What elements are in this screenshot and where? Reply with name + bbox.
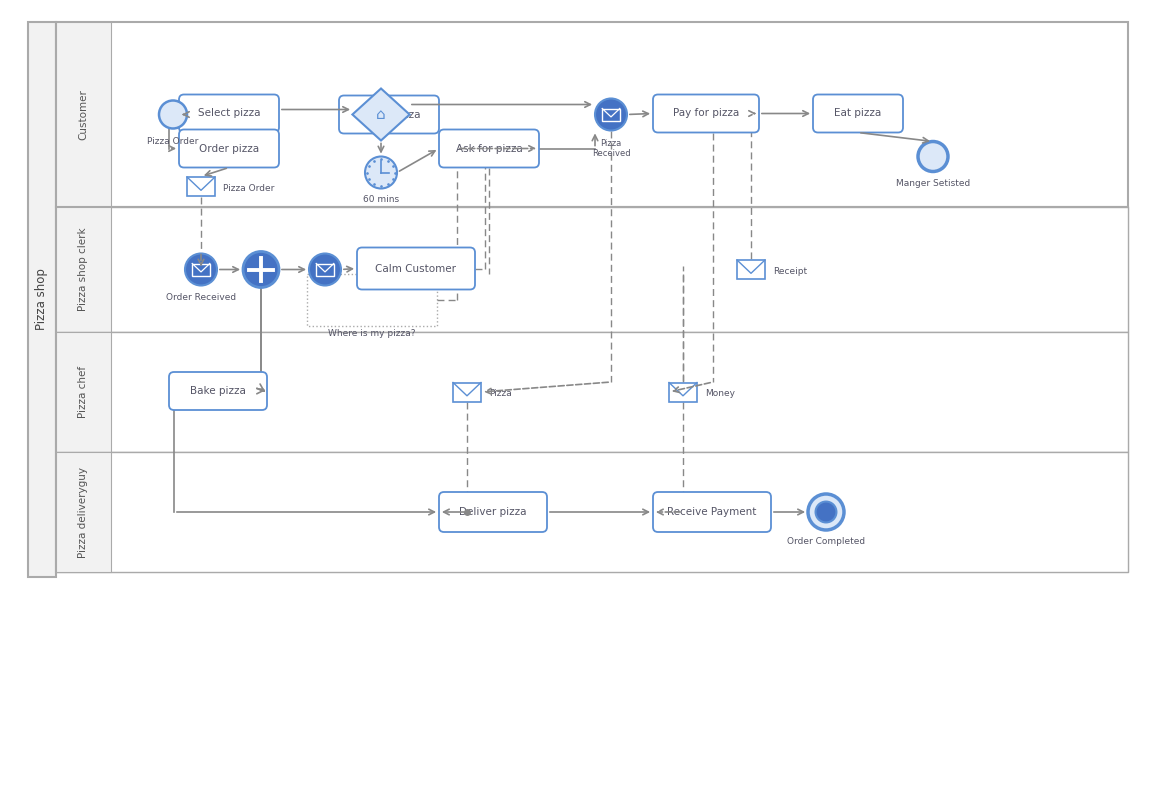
- FancyBboxPatch shape: [439, 129, 539, 168]
- Bar: [56, 332, 110, 452]
- Bar: [453, 383, 481, 402]
- Text: Order Completed: Order Completed: [787, 537, 866, 546]
- Circle shape: [365, 157, 397, 189]
- Circle shape: [185, 253, 218, 285]
- Text: Select pizza: Select pizza: [358, 109, 420, 120]
- Text: Manger Setisted: Manger Setisted: [895, 178, 970, 188]
- Bar: [28, 22, 56, 577]
- Text: Customer: Customer: [78, 89, 89, 140]
- Circle shape: [159, 101, 186, 129]
- Bar: [56, 332, 1128, 452]
- FancyBboxPatch shape: [439, 492, 547, 532]
- Circle shape: [808, 494, 844, 530]
- FancyBboxPatch shape: [340, 96, 439, 133]
- FancyBboxPatch shape: [180, 129, 279, 168]
- FancyBboxPatch shape: [653, 94, 759, 133]
- Bar: [56, 207, 1128, 332]
- Bar: [56, 22, 1128, 207]
- FancyBboxPatch shape: [653, 492, 771, 532]
- Text: Eat pizza: Eat pizza: [834, 109, 882, 118]
- FancyBboxPatch shape: [180, 94, 279, 133]
- Circle shape: [308, 253, 341, 285]
- Bar: [669, 383, 698, 402]
- Text: Pizza
Received: Pizza Received: [592, 138, 631, 158]
- Bar: [56, 207, 1128, 572]
- Circle shape: [595, 98, 627, 130]
- Text: Order Received: Order Received: [166, 293, 236, 303]
- Bar: [56, 452, 1128, 572]
- Text: Order pizza: Order pizza: [199, 144, 259, 153]
- Text: Deliver pizza: Deliver pizza: [459, 507, 527, 517]
- Bar: [317, 264, 334, 276]
- Text: Pizza chef: Pizza chef: [78, 366, 89, 418]
- Text: Pizza deliveryguy: Pizza deliveryguy: [78, 467, 89, 558]
- Text: Where is my pizza?: Where is my pizza?: [328, 328, 416, 337]
- Bar: [56, 207, 110, 332]
- Text: Receipt: Receipt: [773, 267, 807, 276]
- Circle shape: [243, 252, 279, 288]
- Text: Receive Payment: Receive Payment: [668, 507, 756, 517]
- Text: 60 mins: 60 mins: [363, 194, 399, 204]
- Circle shape: [816, 502, 837, 523]
- Text: Pizza Order: Pizza Order: [223, 184, 274, 193]
- Bar: [307, 273, 437, 325]
- Bar: [56, 22, 110, 207]
- Text: ⌂: ⌂: [376, 107, 386, 122]
- Bar: [737, 260, 765, 279]
- FancyBboxPatch shape: [357, 248, 475, 289]
- Polygon shape: [352, 89, 410, 141]
- FancyBboxPatch shape: [813, 94, 904, 133]
- Text: Pizza shop clerk: Pizza shop clerk: [78, 228, 89, 312]
- Text: Calm Customer: Calm Customer: [375, 264, 457, 273]
- Bar: [56, 452, 110, 572]
- Text: Pizza: Pizza: [489, 389, 512, 399]
- Bar: [186, 177, 215, 196]
- Circle shape: [918, 141, 948, 172]
- Bar: [192, 264, 209, 276]
- Text: Select pizza: Select pizza: [198, 109, 260, 118]
- Text: Pizza shop: Pizza shop: [36, 268, 48, 331]
- Text: Pizza Order: Pizza Order: [147, 137, 199, 145]
- Text: Money: Money: [706, 389, 735, 399]
- Text: Pay for pizza: Pay for pizza: [673, 109, 739, 118]
- Text: Bake pizza: Bake pizza: [190, 386, 246, 396]
- Bar: [602, 109, 619, 121]
- FancyBboxPatch shape: [169, 372, 267, 410]
- Text: Ask for pizza: Ask for pizza: [456, 144, 523, 153]
